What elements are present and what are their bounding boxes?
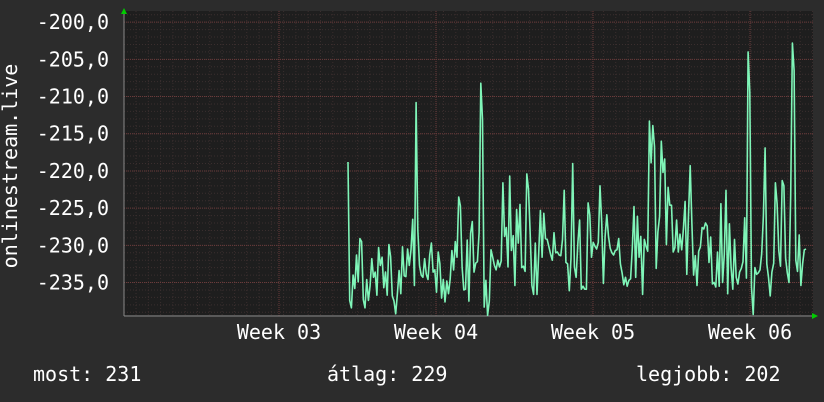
x-tick-label: Week 05 [551,320,635,344]
y-tick-label: -205,0 [37,47,109,71]
y-tick-label: -215,0 [37,122,109,146]
grid [124,11,813,316]
y-axis-ticks: -200,0 -205,0 -210,0 -215,0 -220,0 -225,0 -230… [37,10,109,294]
stat-average: átlag: 229 [327,362,448,386]
y-tick-label: -200,0 [37,10,109,34]
y-tick-label: -235,0 [37,271,109,295]
x-axis-arrow-icon [812,313,818,319]
stat-best: legjobb: 202 [636,362,781,386]
x-tick-label: Week 04 [394,320,478,344]
series-line [347,42,807,317]
y-tick-label: -210,0 [37,85,109,109]
stat-current: most: 231 [33,362,142,386]
y-tick-label: -220,0 [37,159,109,183]
y-axis-arrow-icon [121,8,127,14]
y-tick-label: -230,0 [37,233,109,257]
y-axis-label: onlinestream.live [0,64,22,269]
y-tick-label: -225,0 [37,196,109,220]
x-tick-label: Week 03 [237,320,321,344]
x-tick-label: Week 06 [708,320,792,344]
x-axis-ticks: Week 03 Week 04 Week 05 Week 06 [237,320,792,344]
